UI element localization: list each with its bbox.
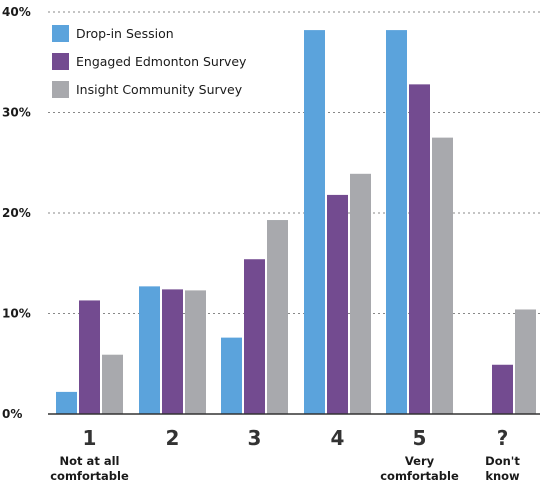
legend-label: Drop-in Session xyxy=(76,26,174,41)
bars xyxy=(56,30,536,415)
bar xyxy=(221,337,242,414)
x-tick-label: 1 xyxy=(83,426,97,450)
y-tick-label: 10% xyxy=(2,307,31,321)
legend-swatch xyxy=(52,53,69,70)
y-tick-label: 0% xyxy=(2,407,22,421)
bar xyxy=(162,289,183,414)
bar xyxy=(56,391,77,414)
bar xyxy=(304,30,325,415)
x-tick-label: 4 xyxy=(331,426,345,450)
legend-label: Engaged Edmonton Survey xyxy=(76,54,247,69)
bar xyxy=(409,84,430,415)
y-tick-label: 20% xyxy=(2,206,31,220)
x-tick-sublabel: comfortable xyxy=(380,469,459,483)
y-tick-label: 30% xyxy=(2,106,31,120)
bar xyxy=(492,364,513,414)
bar xyxy=(267,220,288,414)
gridlines xyxy=(48,11,540,314)
x-tick-sublabel: Don't xyxy=(485,454,520,468)
bar xyxy=(139,286,160,414)
x-tick-sublabel: know xyxy=(485,469,520,483)
x-tick-label: 2 xyxy=(166,426,180,450)
x-tick-label: 3 xyxy=(248,426,262,450)
x-tick-sublabel: Not at all xyxy=(60,454,120,468)
bar xyxy=(185,290,206,414)
legend: Drop-in Session Engaged Edmonton Survey In… xyxy=(52,25,247,98)
bar xyxy=(102,354,123,414)
x-tick-label: 5 xyxy=(413,426,427,450)
x-tick-sublabel: Very xyxy=(405,454,435,468)
bar xyxy=(79,300,100,414)
bar xyxy=(515,309,536,414)
y-axis-ticks: 0% 10% 20% 30% 40% xyxy=(2,5,31,421)
x-tick-sublabel: comfortable xyxy=(50,469,129,483)
bar xyxy=(327,194,348,414)
bar xyxy=(350,173,371,414)
legend-swatch xyxy=(52,25,69,42)
x-tick-label: ? xyxy=(497,426,509,450)
bar xyxy=(386,30,407,415)
y-tick-label: 40% xyxy=(2,5,31,19)
bar xyxy=(244,259,265,414)
bar xyxy=(432,137,453,414)
legend-label: Insight Community Survey xyxy=(76,82,243,97)
legend-swatch xyxy=(52,81,69,98)
